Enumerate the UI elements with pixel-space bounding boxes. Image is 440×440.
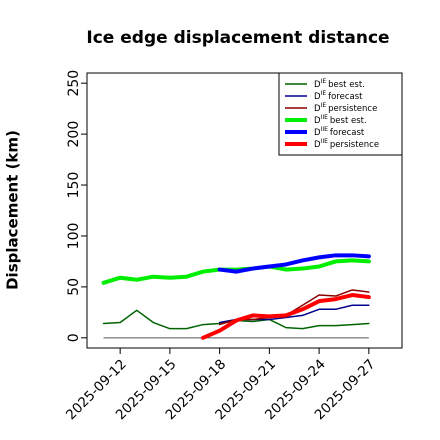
legend-label: DIIE persistence	[314, 138, 379, 150]
plot-frame	[86, 72, 403, 349]
legend-name: best est.	[330, 116, 367, 126]
legend-symbol: D	[314, 80, 321, 90]
legend-label: DIE best est.	[314, 78, 365, 90]
legend-symbol: D	[314, 140, 321, 150]
legend-sup: IE	[321, 102, 327, 109]
y-tick-label: 100	[66, 223, 82, 250]
chart-title: Ice edge displacement distance	[86, 28, 389, 48]
y-tick-label: 50	[66, 278, 82, 296]
legend-symbol: D	[314, 128, 321, 138]
legend-label: DIE persistence	[314, 102, 377, 114]
legend-name: forecast	[328, 92, 363, 102]
y-tick-label: 250	[66, 70, 82, 97]
legend-sup: IIE	[321, 126, 329, 133]
legend-name: best est.	[328, 80, 365, 90]
y-tick-label: 150	[66, 172, 82, 199]
legend-sup: IE	[321, 90, 327, 97]
legend-label: DIIE best est.	[314, 114, 367, 126]
legend-label: DIE forecast	[314, 90, 363, 102]
series-line	[101, 258, 371, 285]
legend-box	[278, 72, 403, 156]
legend-sup: IE	[321, 78, 327, 85]
legend-symbol: D	[314, 104, 321, 114]
legend-sup: IIE	[321, 138, 329, 145]
legend-label: DIIE forecast	[314, 126, 365, 138]
y-tick-label: 200	[66, 121, 82, 148]
legend-name: forecast	[330, 128, 365, 138]
legend-name: persistence	[330, 140, 379, 150]
legend-name: persistence	[328, 104, 377, 114]
series-line	[217, 253, 371, 274]
series-line	[201, 293, 371, 340]
y-axis-label: Displacement (km)	[4, 130, 22, 290]
y-tick-label: 0	[66, 333, 82, 342]
legend-sup: IIE	[321, 114, 329, 121]
legend-symbol: D	[314, 92, 321, 102]
legend-symbol: D	[314, 116, 321, 126]
